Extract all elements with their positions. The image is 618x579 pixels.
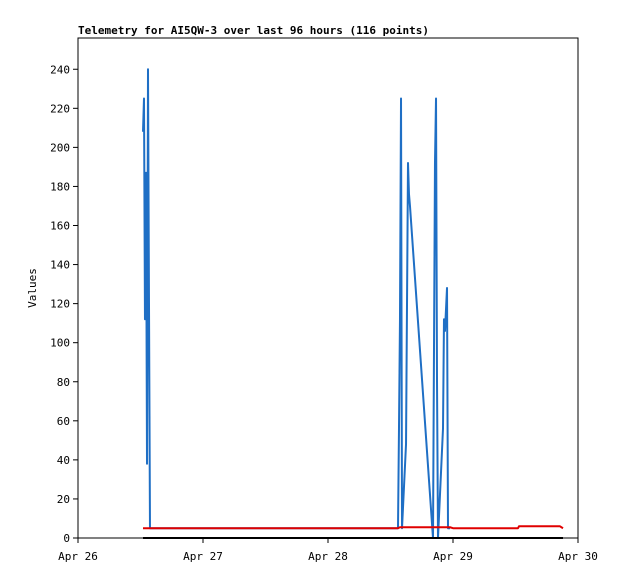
y-tick-label: 140 — [50, 259, 70, 272]
y-axis-label: Values — [26, 268, 39, 308]
y-tick-label: 80 — [57, 376, 70, 389]
series-line — [142, 68, 450, 539]
series-line — [143, 525, 564, 530]
y-tick-label: 120 — [50, 298, 70, 311]
y-tick-label: 0 — [63, 532, 70, 545]
x-tick-label: Apr 30 — [558, 550, 598, 563]
y-tick-label: 180 — [50, 180, 70, 193]
x-tick-label: Apr 28 — [308, 550, 348, 563]
y-tick-label: 20 — [57, 493, 70, 506]
chart-title: Telemetry for AI5QW-3 over last 96 hours… — [78, 24, 429, 37]
x-tick-label: Apr 27 — [183, 550, 223, 563]
x-tick-label: Apr 29 — [433, 550, 473, 563]
plot-frame — [77, 37, 579, 539]
x-tick-label: Apr 26 — [58, 550, 98, 563]
y-tick-label: 60 — [57, 415, 70, 428]
y-tick-label: 220 — [50, 102, 70, 115]
y-tick-label: 240 — [50, 63, 70, 76]
y-tick-label: 100 — [50, 337, 70, 350]
y-tick-label: 200 — [50, 141, 70, 154]
y-tick-label: 160 — [50, 220, 70, 233]
y-tick-label: 40 — [57, 454, 70, 467]
